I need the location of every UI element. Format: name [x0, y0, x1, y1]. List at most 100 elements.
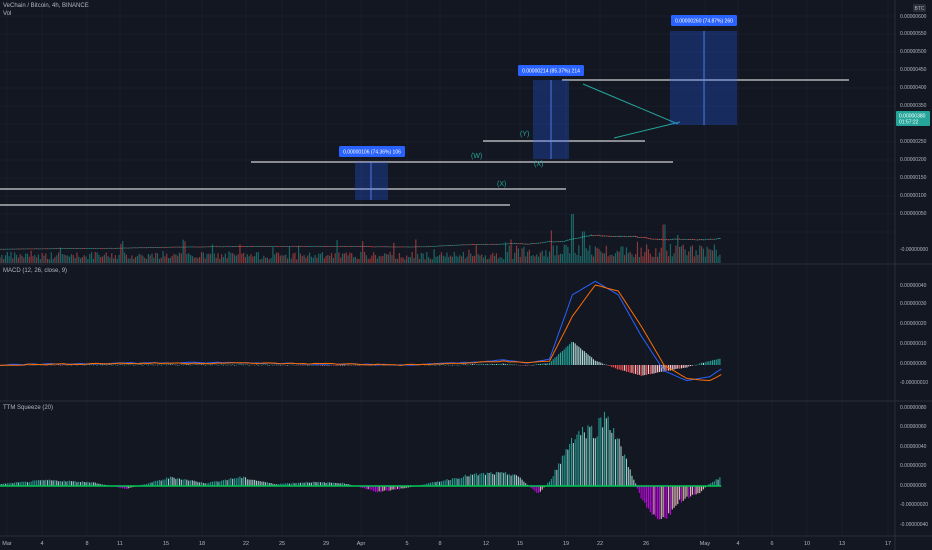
- macd-histogram-bar: [536, 364, 538, 365]
- squeeze-momentum-bar: [89, 482, 91, 486]
- macd-histogram-bar: [276, 364, 278, 366]
- ttm-squeeze-pane: [0, 411, 722, 520]
- volume-bar: [122, 241, 124, 263]
- candle-body: [312, 246, 315, 247]
- squeeze-momentum-bar: [307, 482, 309, 486]
- macd-histogram-bar: [470, 364, 472, 365]
- measure-box-1[interactable]: [355, 162, 388, 200]
- macd-histogram-bar: [224, 364, 226, 366]
- squeeze-momentum-bar: [688, 486, 690, 499]
- volume-bar: [486, 259, 488, 263]
- macd-histogram-bar: [91, 364, 93, 365]
- candle-body: [345, 246, 348, 247]
- volume-bar: [155, 252, 157, 263]
- squeeze-momentum-bar: [36, 480, 38, 486]
- macd-histogram-bar: [327, 365, 329, 366]
- volume-bar: [274, 254, 276, 263]
- macd-histogram-bar: [600, 362, 602, 365]
- volume-bar: [470, 253, 472, 263]
- volume-bar: [131, 255, 133, 263]
- macd-histogram-bar: [481, 363, 483, 365]
- squeeze-momentum-bar: [501, 472, 503, 486]
- volume-bar: [384, 253, 386, 263]
- volume-bar: [521, 248, 523, 263]
- macd-histogram-bar: [135, 364, 137, 366]
- measure-box-3[interactable]: [670, 31, 737, 125]
- macd-histogram-bar: [118, 364, 120, 365]
- volume-bar: [255, 252, 258, 263]
- squeeze-momentum-bar: [523, 481, 525, 486]
- candle-body: [545, 241, 547, 243]
- symbol-title[interactable]: VeChain / Bitcoin, 4h, BINANCE: [3, 3, 89, 9]
- macd-histogram-bar: [556, 356, 558, 365]
- macd-histogram-bar: [58, 364, 60, 366]
- squeeze-momentum-bar: [717, 479, 719, 486]
- squeeze-momentum-bar: [8, 483, 10, 486]
- squeeze-momentum-bar: [233, 478, 236, 486]
- volume-legend[interactable]: Vol: [3, 11, 14, 17]
- volume-bar: [290, 258, 292, 263]
- measure-label-1: 0.00000106 (74.36%) 106: [343, 150, 401, 156]
- ttm-axis[interactable]: 0.000000800.000000600.000000400.00000020…: [900, 405, 928, 528]
- macd-histogram-bar: [193, 364, 195, 365]
- time-axis[interactable]: Mar 4 8 11 15 18 22 25 29 Apr 5 8 12 15 19 22 26 May 4 6 10 1…: [2, 541, 891, 547]
- macd-histogram-bar: [343, 365, 345, 366]
- macd-histogram-bar: [439, 364, 441, 366]
- measure-label-2-bg: [518, 65, 584, 76]
- chart-drawings[interactable]: 0.00000106 (74.36%) 106 0.00000214 (85.3…: [0, 15, 849, 206]
- volume-bar: [574, 252, 576, 263]
- squeeze-momentum-bar: [336, 483, 338, 486]
- squeeze-momentum-bar: [384, 486, 386, 491]
- volume-bar: [265, 257, 267, 263]
- symbol-legend[interactable]: VeChain / Bitcoin, 4h, BINANCE: [3, 3, 92, 9]
- volume-bar: [710, 249, 712, 263]
- volume-bar: [457, 256, 459, 263]
- squeeze-momentum-bar: [558, 463, 560, 486]
- triangle-lower-trendline[interactable]: [613, 121, 681, 139]
- candle-body: [198, 246, 201, 248]
- squeeze-momentum-bar: [67, 480, 69, 486]
- squeeze-momentum-bar: [206, 483, 208, 486]
- squeeze-momentum-bar: [211, 481, 214, 486]
- squeeze-momentum-bar: [444, 480, 446, 486]
- volume-label[interactable]: Vol: [3, 11, 12, 17]
- volume-bar: [717, 256, 719, 263]
- volume-bar: [21, 255, 23, 263]
- macd-legend[interactable]: MACD (12, 26, close, 9): [3, 268, 70, 274]
- squeeze-momentum-bar: [12, 483, 14, 486]
- candle-body: [526, 243, 529, 245]
- squeeze-momentum-bar: [186, 479, 188, 486]
- candle-body: [105, 248, 108, 249]
- macd-axis[interactable]: 0.000000400.000000300.000000200.00000010…: [900, 283, 928, 386]
- volume-bar: [224, 253, 226, 263]
- volume-bar: [56, 255, 58, 263]
- currency-badge[interactable]: [913, 4, 926, 12]
- macd-histogram-bar: [461, 364, 463, 366]
- macd-histogram-bar: [219, 364, 221, 366]
- ttm-label[interactable]: TTM Squeeze (20): [3, 405, 54, 411]
- squeeze-momentum-bar: [241, 478, 243, 486]
- candle-body: [120, 247, 122, 249]
- volume-bar: [688, 251, 690, 263]
- squeeze-momentum-bar: [459, 478, 461, 486]
- volume-bar: [237, 254, 239, 263]
- macd-histogram-bar: [261, 364, 263, 366]
- squeeze-momentum-bar: [367, 486, 369, 490]
- ttm-legend[interactable]: TTM Squeeze (20): [3, 405, 56, 411]
- triangle-upper-trendline[interactable]: [582, 83, 679, 125]
- candle-body: [206, 246, 208, 248]
- volume-bar: [678, 246, 681, 263]
- macd-label[interactable]: MACD (12, 26, close, 9): [3, 268, 68, 274]
- candle-body: [424, 246, 426, 248]
- volume-bar: [138, 253, 140, 263]
- volume-bar: [435, 256, 437, 263]
- squeeze-momentum-bar: [666, 486, 668, 519]
- candle-body: [589, 235, 591, 237]
- macd-histogram-bar: [200, 364, 203, 366]
- volume-bar: [329, 255, 331, 263]
- macd-histogram-bar: [26, 364, 29, 366]
- candle-body: [383, 246, 386, 248]
- candle-body: [451, 245, 454, 246]
- squeeze-momentum-bar: [437, 481, 439, 486]
